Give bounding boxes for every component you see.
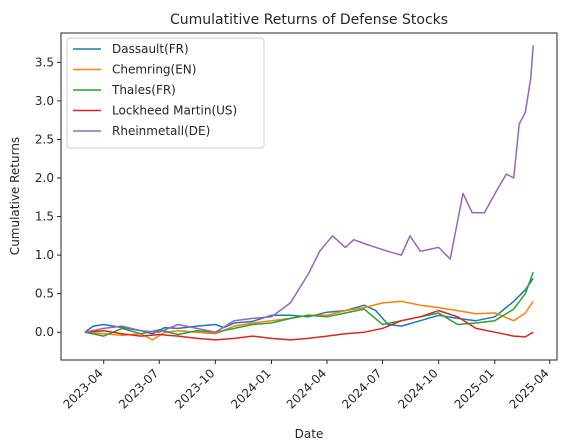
y-tick-label-1: 0.5: [35, 287, 54, 301]
legend-label-1: Chemring(EN): [112, 63, 196, 77]
y-tick-label-2: 1.0: [35, 248, 54, 262]
series-line-4: [84, 45, 534, 333]
y-tick-label-0: 0.0: [35, 325, 54, 339]
y-tick-label-6: 3.0: [35, 94, 54, 108]
y-tick-label-7: 3.5: [35, 55, 54, 69]
legend-label-4: Rheinmetall(DE): [112, 124, 210, 138]
y-axis: 0.0 0.5 1.0 1.5 2.0 2.5 3.0 3.5: [35, 55, 61, 339]
legend-box: [66, 37, 265, 149]
legend-label-3: Lockheed Martin(US): [112, 104, 237, 118]
y-tick-label-3: 1.5: [35, 210, 54, 224]
x-axis-label: Date: [295, 427, 324, 441]
legend-label-2: Thales(FR): [111, 83, 176, 97]
chart-title: Cumulatitive Returns of Defense Stocks: [170, 12, 448, 28]
series-line-3: [84, 309, 534, 341]
y-tick-label-5: 2.5: [35, 132, 54, 146]
plot-frame: [60, 32, 558, 361]
legend-label-0: Dassault(FR): [112, 42, 189, 56]
y-axis-label: Cumulative Returns: [8, 137, 22, 255]
plot-lines: [84, 45, 534, 341]
legend: Dassault(FR) Chemring(EN) Thales(FR) Lockhe…: [66, 37, 265, 149]
y-tick-label-4: 2.0: [35, 171, 54, 185]
